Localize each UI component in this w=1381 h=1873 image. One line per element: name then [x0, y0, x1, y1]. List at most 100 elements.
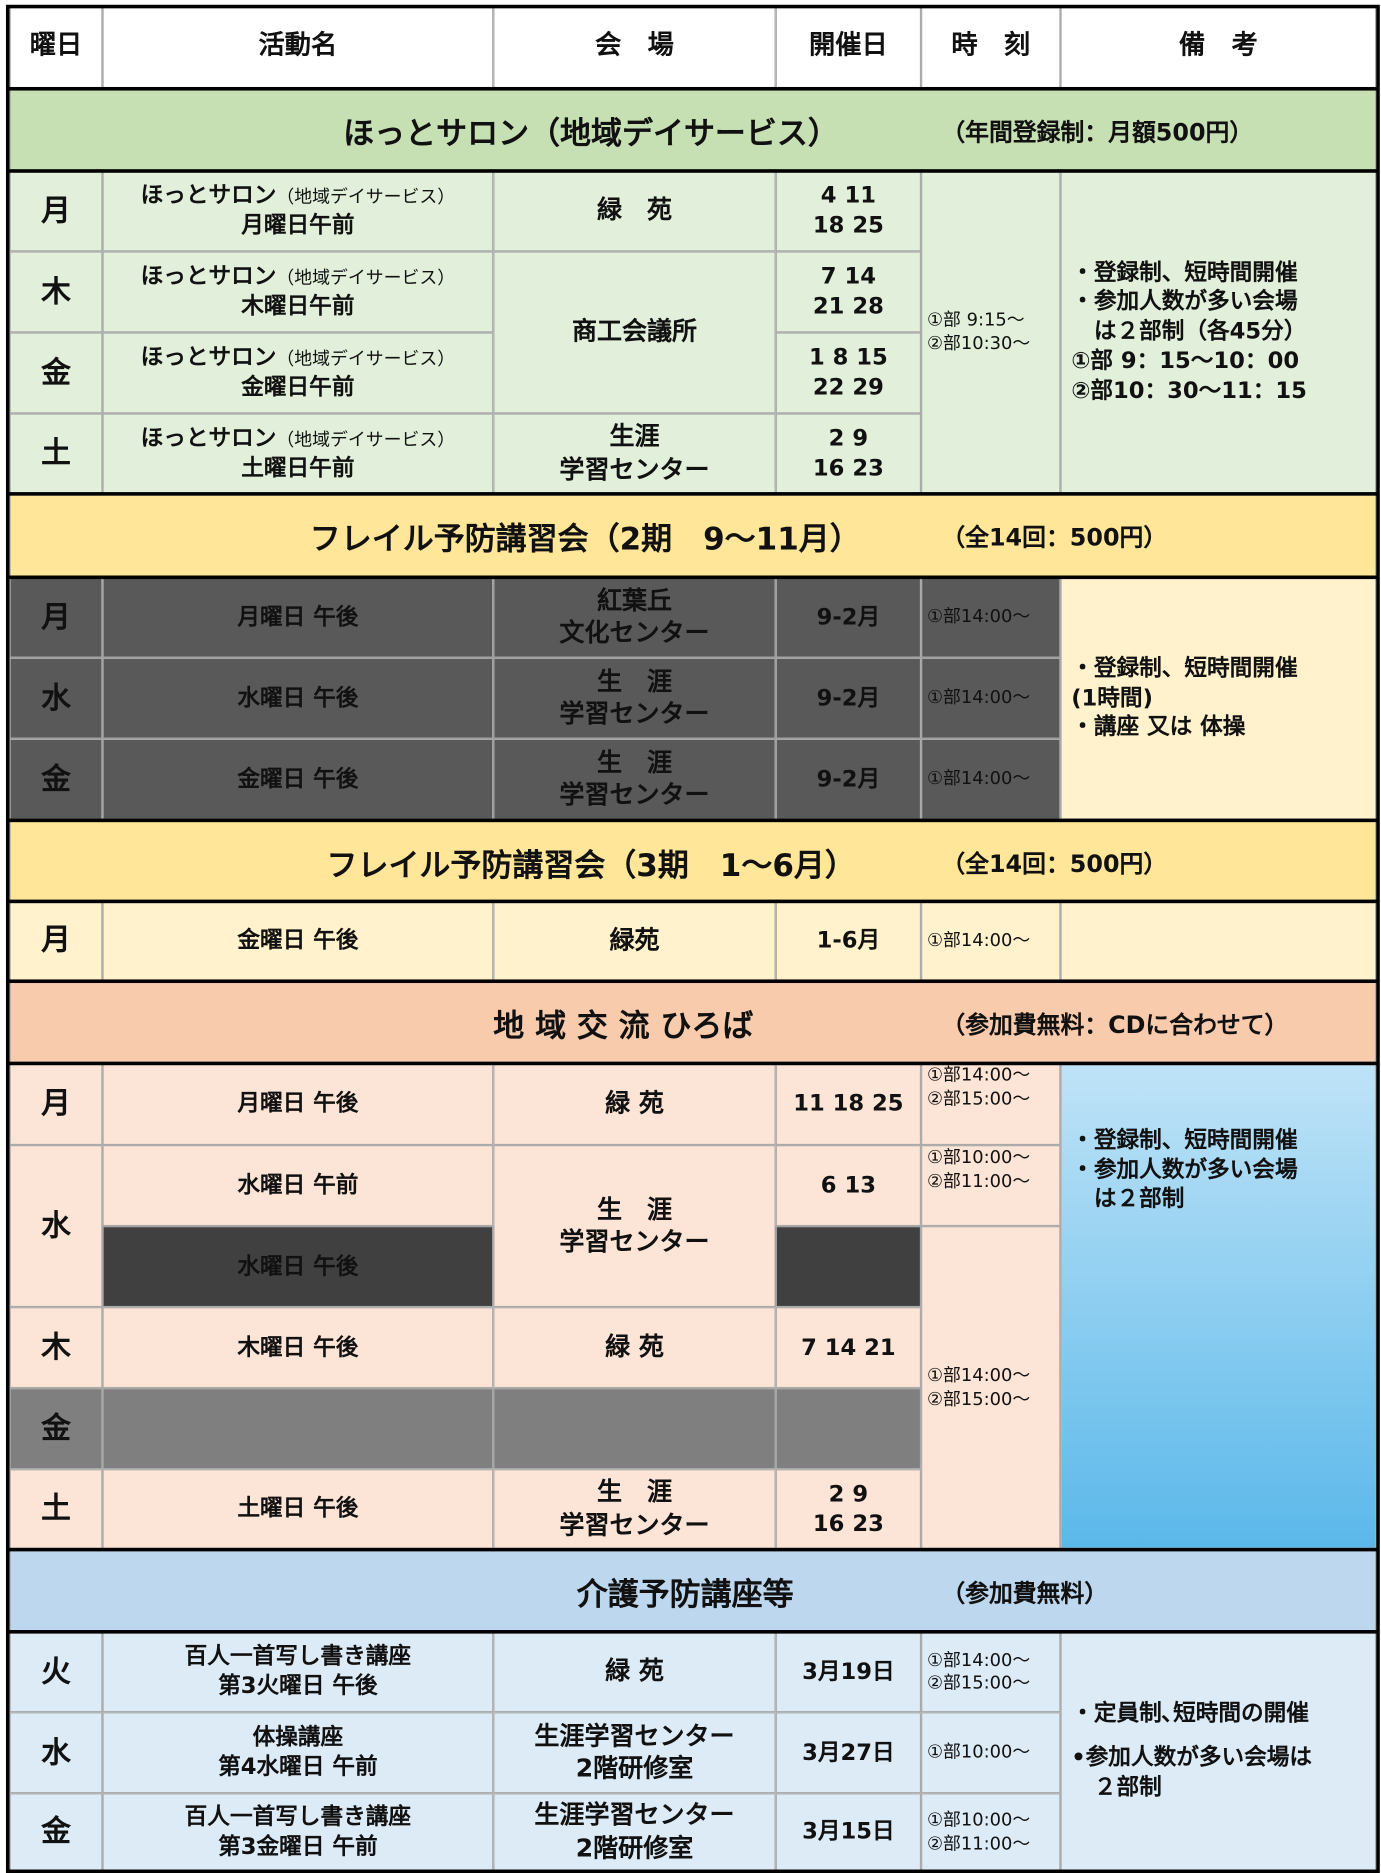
table-cell: ①部14:00～ ②部15:00～	[921, 1226, 1061, 1550]
table-cell	[1060, 900, 1377, 981]
section-border	[7, 86, 1379, 91]
cell-line: 金曜日 午後	[237, 927, 359, 954]
table-cell: 2 9 16 23	[775, 413, 922, 494]
cell-line: 7 14 21	[801, 1334, 896, 1361]
cell-line: 16 23	[812, 454, 884, 481]
cell-line: ①部14:00～	[927, 1064, 1031, 1086]
cell-line: 学習センター	[559, 780, 710, 810]
table-cell: 水曜日 午後	[102, 1226, 494, 1308]
activity-name: ほっとサロン	[140, 344, 277, 371]
cell-line: ①部 9:15～	[927, 308, 1025, 331]
table-cell	[102, 1388, 494, 1470]
table-cell: 3月27日	[775, 1712, 922, 1794]
cell-line: 4 11	[820, 182, 876, 209]
table-cell: ①部14:00～	[921, 657, 1061, 739]
table-cell	[775, 1226, 922, 1308]
section-border	[7, 818, 1379, 823]
table-cell: 木曜日 午後	[102, 1307, 494, 1389]
table-cell: 月曜日 午後	[102, 1062, 494, 1146]
table-cell: 3月15日	[775, 1793, 922, 1871]
table-cell: 月	[9, 900, 103, 981]
section-note: （全14回：500円）	[941, 849, 1168, 879]
cell-line: ②部15:00～	[927, 1087, 1031, 1109]
cell-line: は２部制（各45分）	[1071, 318, 1307, 345]
cell-line: 商工会議所	[571, 317, 698, 346]
table-cell: ①部 9:15～ ②部10:30～	[921, 170, 1061, 494]
cell-line: 学習センター	[559, 1227, 710, 1256]
section-title: ほっとサロン（地域デイサービス）	[343, 116, 839, 153]
section-title: フレイル予防講習会（3期 1～6月）	[326, 848, 856, 885]
cell-line: 緑苑	[609, 925, 660, 955]
table-cell: 水	[9, 657, 103, 739]
cell-line: 1 8 15	[808, 344, 888, 371]
section-title: フレイル予防講習会（2期 9～11月）	[309, 521, 861, 558]
table-cell: 時 刻	[921, 5, 1061, 89]
cell-line: 学習センター	[559, 699, 710, 729]
table-cell: 金曜日 午後	[102, 738, 494, 820]
table-cell: 生涯学習センター 2階研修室	[493, 1712, 776, 1794]
table-cell	[775, 1388, 922, 1470]
table-cell: 3月19日	[775, 1631, 922, 1713]
table-cell: ほっとサロン（地域デイサービス） 金曜日午前	[102, 332, 494, 414]
table-cell: ①部14:00～	[921, 900, 1061, 981]
section-title: 地 域 交 流 ひろば	[493, 1009, 754, 1045]
cell-line: ①部10:00～	[927, 1741, 1031, 1763]
cell-line: 第3火曜日 午後	[218, 1672, 378, 1700]
cell-line: 緑 苑	[605, 1332, 664, 1362]
table-cell: 生 涯学習センター	[493, 657, 776, 739]
cell-line: 緑 苑	[605, 1656, 664, 1686]
table-cell: 木	[9, 1307, 103, 1389]
cell-line: 1-6月	[816, 927, 881, 954]
section-border	[7, 1547, 1379, 1552]
cell-line: 9-2月	[816, 603, 881, 630]
cell-line: 月曜日 午後	[237, 1090, 359, 1117]
section-border	[7, 575, 1379, 580]
cell-line: 6 13	[820, 1172, 876, 1199]
cell-line: ①部14:00～	[927, 1364, 1031, 1386]
cell-line: ①部10:00～	[927, 1146, 1031, 1168]
table-cell: ①部14:00～	[921, 738, 1061, 820]
cell-line: ①部10:00～	[927, 1808, 1031, 1831]
cell-line: ②部15:00～	[927, 1387, 1031, 1409]
table-cell: 6 13	[775, 1145, 922, 1227]
cell-line: ・参加人数が多い会場	[1071, 1156, 1298, 1183]
section-note: （参加費無料）	[941, 1578, 1109, 1608]
table-cell: 緑 苑	[493, 1631, 776, 1713]
table-cell: 金	[9, 332, 103, 414]
section-border	[7, 979, 1379, 984]
table-cell: 火	[9, 1631, 103, 1713]
cell-line: ①部14:00～	[927, 686, 1031, 709]
cell-line: ②部11:00～	[927, 1169, 1031, 1191]
cell-line: 水曜日 午前	[237, 1172, 359, 1199]
table-cell: 水曜日 午前	[102, 1145, 494, 1227]
table-cell: 金	[9, 1388, 103, 1470]
section-note: （年間登録制：月額500円）	[941, 117, 1254, 147]
cell-line: 3月27日	[802, 1739, 895, 1766]
section-border	[7, 899, 1379, 904]
cell-line: 金曜日 午後	[237, 765, 359, 792]
cell-line: 学習センター	[559, 454, 710, 484]
cell-line: 生涯学習センター	[534, 1721, 735, 1751]
table-cell: 木	[9, 251, 103, 333]
cell-line: ほっとサロン（地域デイサービス）	[141, 344, 456, 373]
cell-line: 7 14	[820, 263, 876, 290]
table-cell: ・定員制､短時間の開催 •参加人数が多い会場は ２部制	[1060, 1631, 1377, 1871]
cell-line: 生 涯	[596, 747, 673, 777]
cell-line: 土曜日 午後	[237, 1495, 359, 1522]
activity-name: ほっとサロン	[140, 263, 277, 290]
cell-line: ①部14:00～	[927, 1648, 1031, 1670]
cell-line: 学習センター	[559, 1510, 710, 1539]
cell-line: 9-2月	[816, 684, 881, 711]
table-cell: ほっとサロン（地域デイサービス） 土曜日午前	[102, 413, 494, 494]
table-border	[5, 4, 1380, 1873]
table-cell: ①部14:00～ ②部15:00～	[921, 1631, 1061, 1713]
cell-line: 18 25	[812, 212, 884, 239]
activity-sub: （地域デイサービス）	[276, 348, 456, 370]
table-cell: ①部10:00～	[921, 1712, 1061, 1794]
section-border	[7, 492, 1379, 496]
section-note: （全14回：500円）	[941, 523, 1168, 552]
cell-line: ①部14:00～	[927, 767, 1031, 790]
table-cell	[493, 1388, 776, 1470]
table-cell: 生涯 学習センター	[493, 413, 776, 494]
